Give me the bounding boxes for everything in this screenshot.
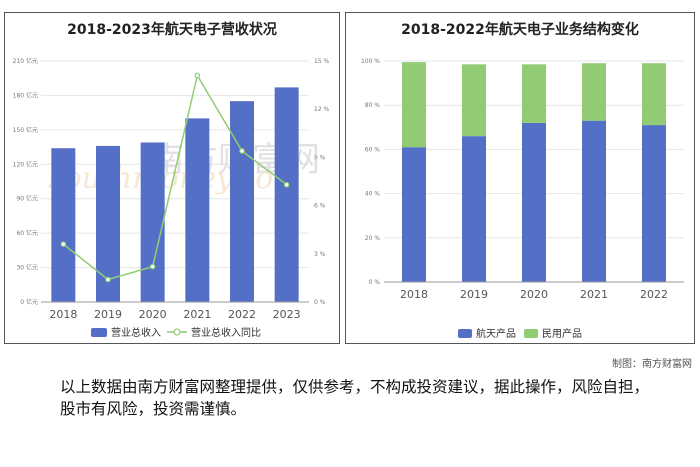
y-left-tick-label: 0 亿元	[20, 298, 38, 306]
y-left-tick-label: 60 亿元	[16, 229, 38, 237]
watermark-en: southmoney.com	[48, 161, 302, 196]
aerospace-bar	[402, 147, 426, 282]
y-right-tick-label: 3 %	[314, 251, 326, 258]
y-left-tick-label: 30 亿元	[16, 264, 38, 272]
legend-label-civil: 民用产品	[542, 327, 582, 340]
legend-swatch-yoy-marker	[173, 328, 181, 336]
y-tick-label: 60 %	[365, 146, 381, 153]
structure-chart-panel: 2018-2022年航天电子业务结构变化 0 % 20 % 40 % 60 % 80 %…	[345, 12, 695, 344]
aerospace-bar	[582, 120, 606, 282]
x-tick-label: 2018	[49, 308, 77, 321]
revenue-bar	[230, 101, 254, 303]
x-tick-label: 2021	[183, 308, 211, 321]
y-right-tick-label: 15 %	[314, 58, 330, 65]
y-left-tick-label: 210 亿元	[13, 57, 38, 65]
revenue-chart-title: 2018-2023年航天电子营收状况	[67, 22, 277, 38]
legend-swatch-revenue	[91, 328, 107, 337]
x-tick-label: 2020	[139, 308, 167, 321]
yoy-line	[62, 73, 288, 281]
y-left-tick-label: 90 亿元	[16, 195, 38, 203]
aerospace-bar	[462, 136, 486, 282]
y-tick-label: 40 %	[365, 191, 381, 198]
y-right-tick-label: 0 %	[314, 299, 326, 306]
x-tick-label: 2022	[228, 308, 256, 321]
yoy-point	[194, 72, 201, 79]
revenue-bar	[274, 87, 299, 303]
y-left-tick-label: 180 亿元	[13, 91, 38, 99]
structure-chart-title: 2018-2022年航天电子业务结构变化	[401, 22, 639, 38]
legend-label-yoy: 营业总收入同比	[191, 326, 261, 339]
x-tick-label: 2022	[640, 288, 668, 301]
civil-bar	[402, 62, 426, 148]
legend-swatch-civil	[524, 329, 538, 338]
legend-label-aerospace: 航天产品	[476, 327, 516, 340]
y-tick-label: 80 %	[365, 102, 381, 109]
civil-bar	[642, 63, 666, 126]
y-right-tick-label: 12 %	[314, 106, 330, 113]
civil-bar	[462, 64, 486, 137]
revenue-bar	[140, 142, 165, 302]
x-tick-label: 2019	[94, 308, 122, 321]
y-right-tick-label: 6 %	[314, 203, 326, 210]
legend-label-revenue: 营业总收入	[111, 326, 161, 339]
y-left-tick-label: 150 亿元	[13, 126, 38, 134]
y-left-tick-label: 120 亿元	[13, 160, 38, 168]
x-tick-label: 2019	[460, 288, 488, 301]
aerospace-bar	[522, 122, 546, 282]
x-tick-label: 2020	[520, 288, 548, 301]
revenue-bar	[96, 145, 120, 302]
yoy-point	[283, 181, 290, 188]
disclaimer-text: 以上数据由南方财富网整理提供，仅供参考，不构成投资建议，据此操作，风险自担，股市…	[60, 378, 650, 418]
yoy-point	[149, 263, 156, 270]
y-tick-label: 20 %	[365, 235, 381, 242]
civil-bar	[522, 64, 546, 123]
revenue-bar	[185, 118, 210, 302]
x-tick-label: 2023	[273, 308, 301, 321]
x-tick-label: 2021	[580, 288, 608, 301]
structure-chart: 0 % 20 % 40 % 60 % 80 % 100 % 2018 2019 2020 2021…	[361, 58, 684, 340]
revenue-bar	[51, 148, 76, 302]
legend-swatch-aerospace	[458, 329, 472, 338]
chart-credit: 制图：南方财富网	[612, 359, 692, 370]
yoy-point	[105, 276, 111, 283]
y-right-tick-label: 9 %	[314, 154, 326, 161]
x-tick-label: 2018	[400, 288, 428, 301]
civil-bar	[582, 63, 606, 121]
revenue-chart-panel: 2018-2023年航天电子营收状况 0 亿元 30 亿元 60 亿元 90 亿元 12…	[4, 12, 340, 344]
revenue-chart: 0 亿元 30 亿元 60 亿元 90 亿元 120 亿元 150 亿元 180 亿元 210…	[13, 57, 330, 339]
y-tick-label: 100 %	[361, 58, 380, 65]
y-tick-label: 0 %	[369, 279, 381, 286]
aerospace-bar	[642, 125, 666, 282]
yoy-point	[239, 148, 245, 154]
yoy-point	[60, 241, 67, 247]
